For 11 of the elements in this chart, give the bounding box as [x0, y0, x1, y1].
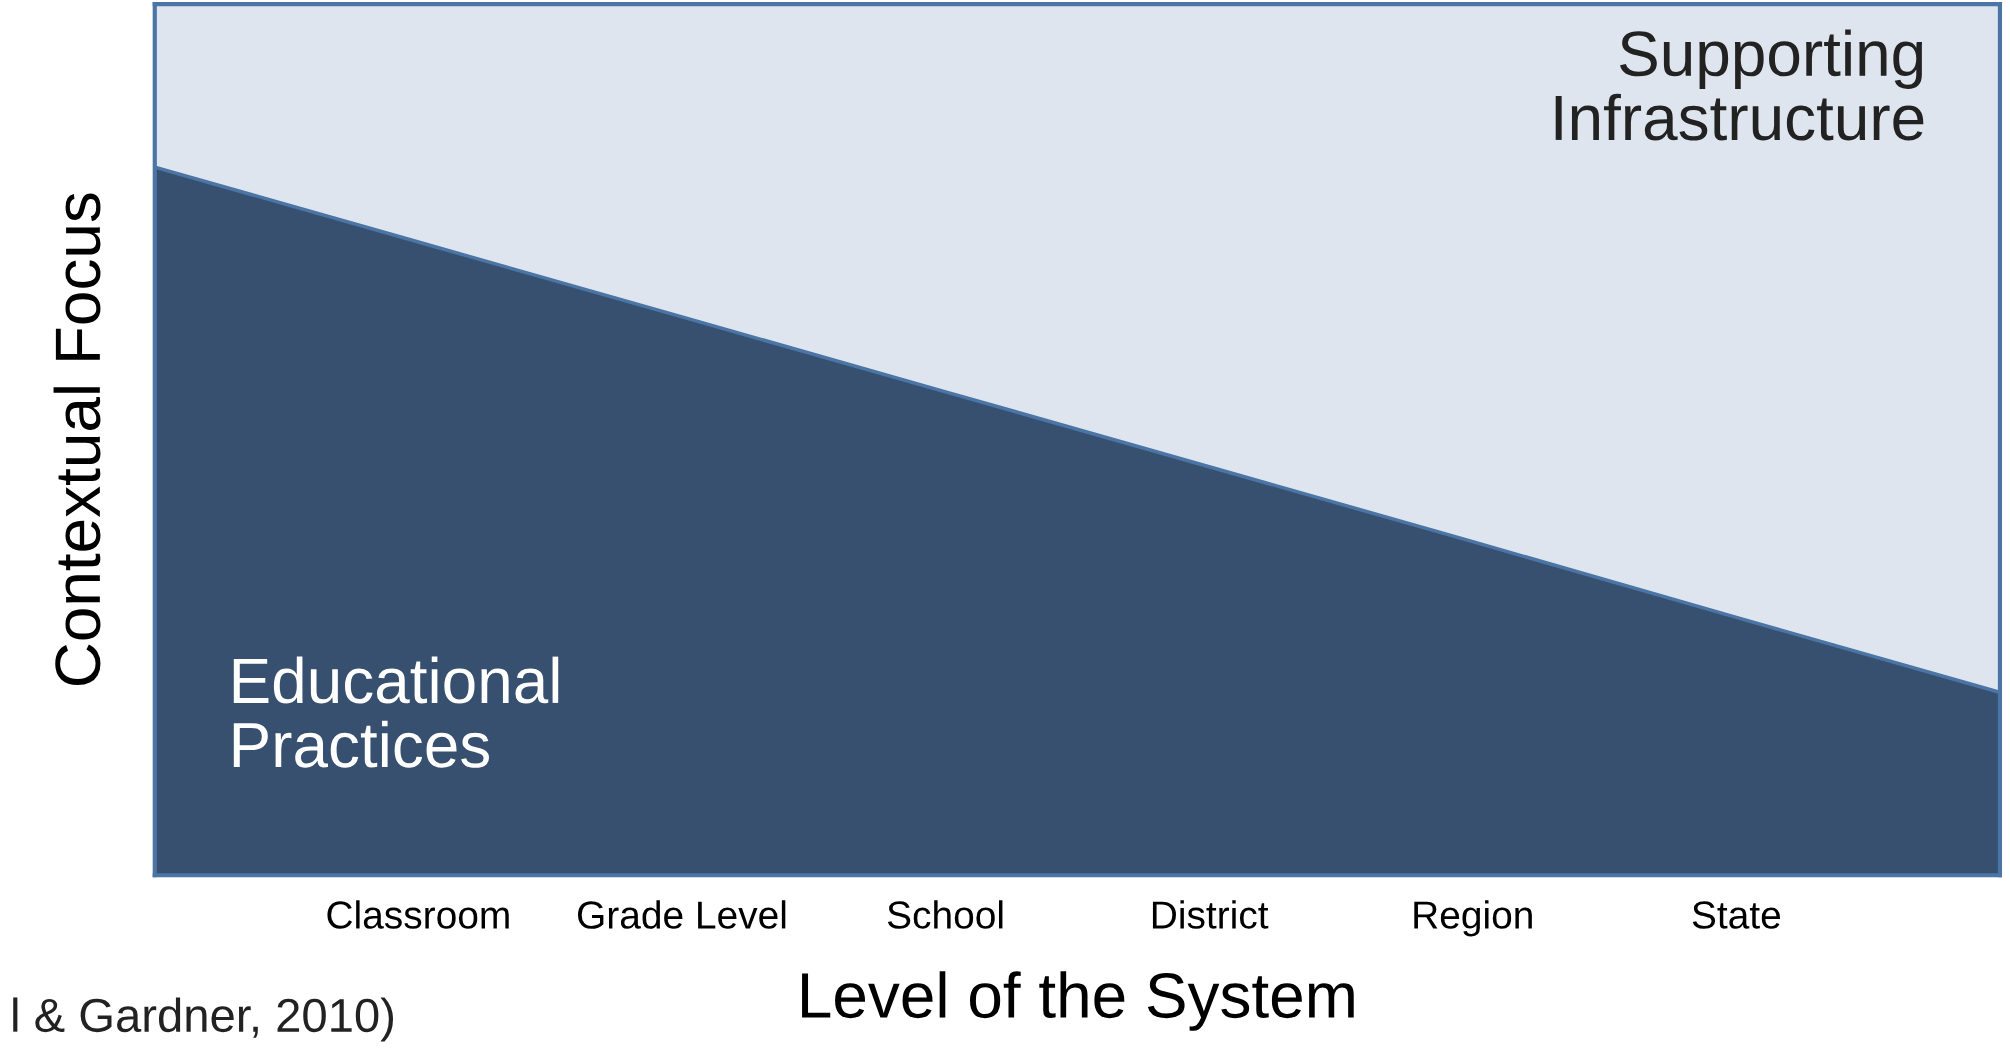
x-axis-title: Level of the System [802, 971, 1354, 1031]
x-tick-label: District [1152, 900, 1269, 929]
x-tick-label: Region [1414, 900, 1532, 937]
text: l & Gardner, 2010) [13, 997, 393, 1042]
series-label: Educational Practices [233, 656, 559, 768]
series-label: Supporting Infrastructure [1555, 29, 1924, 141]
x-tick-label: Classroom [327, 900, 509, 929]
y-axis-title: Contextual Focus [53, 193, 101, 686]
x-tick-label: School [887, 900, 1003, 929]
x-tick-label: State [1692, 901, 1781, 929]
x-tick-label: Grade Level [578, 900, 786, 929]
